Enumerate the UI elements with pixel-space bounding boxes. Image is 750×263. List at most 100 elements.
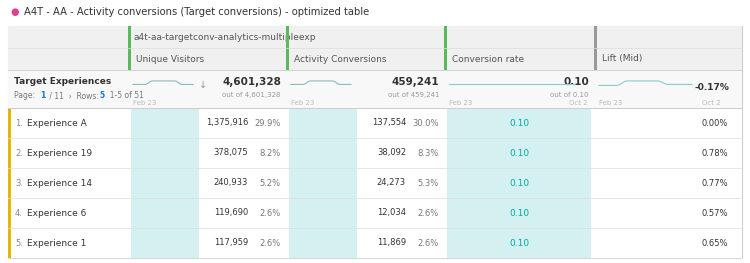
Bar <box>8 198 742 228</box>
Text: 0.10: 0.10 <box>509 119 529 128</box>
Text: Target Experiences: Target Experiences <box>14 77 111 86</box>
Text: 5.2%: 5.2% <box>260 179 281 188</box>
Bar <box>444 26 447 70</box>
Text: 0.00%: 0.00% <box>702 119 728 128</box>
Bar <box>8 168 742 198</box>
Bar <box>289 108 357 138</box>
Bar <box>8 228 742 258</box>
Text: 3.: 3. <box>15 179 23 188</box>
Text: Experience 6: Experience 6 <box>27 209 86 218</box>
Text: 5.: 5. <box>15 239 22 247</box>
Bar <box>594 26 597 70</box>
Text: 12,034: 12,034 <box>377 209 406 218</box>
Text: 5.3%: 5.3% <box>418 179 439 188</box>
Text: Lift (Mid): Lift (Mid) <box>602 54 642 63</box>
Text: Experience 14: Experience 14 <box>27 179 92 188</box>
Text: Experience 1: Experience 1 <box>27 239 86 247</box>
Text: Conversion rate: Conversion rate <box>452 54 524 63</box>
Text: out of 0.10: out of 0.10 <box>550 92 589 98</box>
Text: 0.65%: 0.65% <box>701 239 728 247</box>
Text: 459,241: 459,241 <box>392 77 439 87</box>
Text: Experience A: Experience A <box>27 119 87 128</box>
Text: 0.10: 0.10 <box>509 149 529 158</box>
Text: 11,869: 11,869 <box>376 239 406 247</box>
Bar <box>8 26 742 48</box>
Text: 8.2%: 8.2% <box>260 149 281 158</box>
Text: 2.: 2. <box>15 149 22 158</box>
Bar <box>8 228 11 258</box>
Bar <box>447 198 591 228</box>
Text: 2.6%: 2.6% <box>418 239 439 247</box>
Bar <box>8 138 11 168</box>
Text: 1: 1 <box>40 91 45 100</box>
Bar <box>289 138 357 168</box>
Bar <box>8 70 742 108</box>
Text: ↓: ↓ <box>199 80 207 90</box>
Text: 1,375,916: 1,375,916 <box>206 119 248 128</box>
Text: Oct 2: Oct 2 <box>569 100 588 107</box>
Bar <box>8 168 11 198</box>
Bar <box>131 108 199 138</box>
Text: 137,554: 137,554 <box>372 119 406 128</box>
Bar <box>286 26 289 70</box>
Text: Feb 23: Feb 23 <box>291 100 314 107</box>
Bar <box>289 198 357 228</box>
Text: 0.77%: 0.77% <box>701 179 728 188</box>
Text: 4,601,328: 4,601,328 <box>222 77 281 87</box>
Text: Activity Conversions: Activity Conversions <box>294 54 386 63</box>
Text: 0.10: 0.10 <box>509 179 529 188</box>
Text: 2.6%: 2.6% <box>418 209 439 218</box>
Text: Oct 2: Oct 2 <box>702 100 721 107</box>
Bar <box>447 228 591 258</box>
Text: 38,092: 38,092 <box>376 149 406 158</box>
Bar <box>447 138 591 168</box>
Text: 5: 5 <box>99 91 104 100</box>
Text: out of 459,241: out of 459,241 <box>388 92 439 98</box>
Bar <box>131 228 199 258</box>
Bar <box>8 138 742 168</box>
Text: 240,933: 240,933 <box>214 179 248 188</box>
Bar <box>8 26 742 258</box>
Bar <box>8 108 11 138</box>
Text: ●: ● <box>10 7 19 17</box>
Text: 0.78%: 0.78% <box>701 149 728 158</box>
Text: 119,690: 119,690 <box>214 209 248 218</box>
Bar <box>8 48 742 70</box>
Bar <box>131 138 199 168</box>
Text: 1.: 1. <box>15 119 22 128</box>
Text: Feb 23: Feb 23 <box>133 100 156 107</box>
Text: 1-5 of 51: 1-5 of 51 <box>105 91 144 100</box>
Bar <box>131 168 199 198</box>
Text: A4T - AA - Activity conversions (Target conversions) - optimized table: A4T - AA - Activity conversions (Target … <box>24 7 369 17</box>
Bar <box>131 198 199 228</box>
Text: 0.57%: 0.57% <box>701 209 728 218</box>
Text: 24,273: 24,273 <box>376 179 406 188</box>
Text: 0.10: 0.10 <box>563 77 589 87</box>
Text: 0.10: 0.10 <box>509 209 529 218</box>
Text: a4t-aa-targetconv-analytics-multipleexp: a4t-aa-targetconv-analytics-multipleexp <box>134 33 316 42</box>
Text: Experience 19: Experience 19 <box>27 149 92 158</box>
Text: 4.: 4. <box>15 209 22 218</box>
Bar <box>8 198 11 228</box>
Bar <box>128 26 131 70</box>
Bar <box>289 228 357 258</box>
Text: 2.6%: 2.6% <box>260 209 281 218</box>
Bar <box>447 168 591 198</box>
Bar <box>8 108 742 138</box>
Bar <box>289 168 357 198</box>
Text: 29.9%: 29.9% <box>254 119 281 128</box>
Text: 8.3%: 8.3% <box>418 149 439 158</box>
Text: 378,075: 378,075 <box>213 149 248 158</box>
Text: 2.6%: 2.6% <box>260 239 281 247</box>
Text: -0.17%: -0.17% <box>694 83 729 92</box>
Text: out of 4,601,328: out of 4,601,328 <box>223 92 281 98</box>
Text: 117,959: 117,959 <box>214 239 248 247</box>
Text: Unique Visitors: Unique Visitors <box>136 54 204 63</box>
Bar <box>447 108 591 138</box>
Text: Feb 23: Feb 23 <box>449 100 472 107</box>
Text: 30.0%: 30.0% <box>413 119 439 128</box>
Text: / 11  ›  Rows:: / 11 › Rows: <box>47 91 101 100</box>
Text: 0.10: 0.10 <box>509 239 529 247</box>
Text: Page:: Page: <box>14 91 38 100</box>
Text: Feb 23: Feb 23 <box>599 100 622 107</box>
